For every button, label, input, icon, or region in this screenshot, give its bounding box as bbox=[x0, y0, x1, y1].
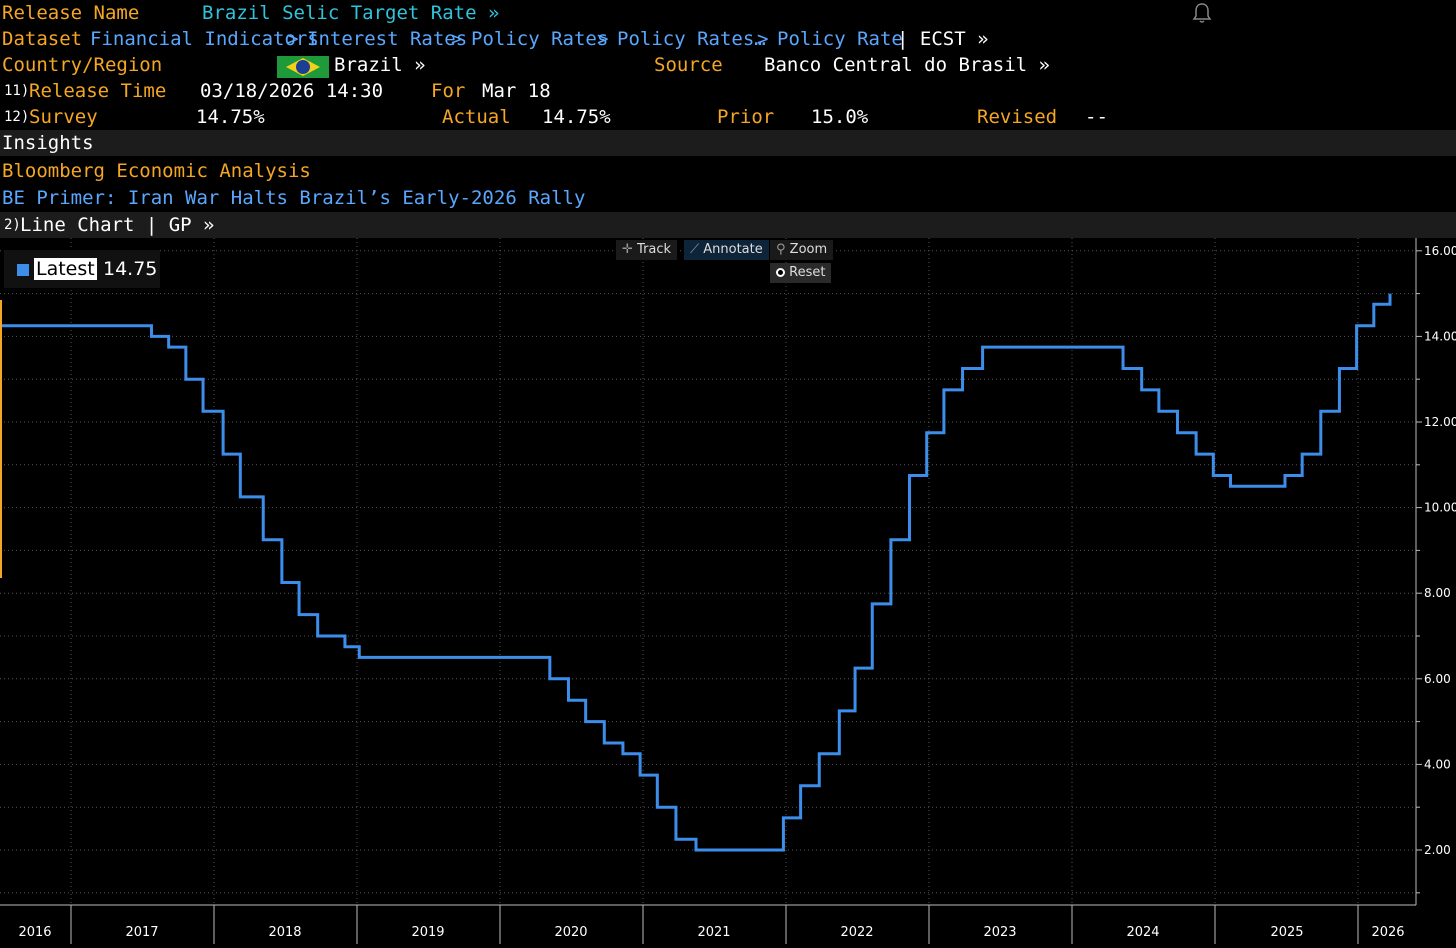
x-tick-label: 2022 bbox=[840, 925, 873, 940]
legend-value: 14.75 bbox=[103, 258, 158, 280]
actual-label: Actual bbox=[442, 106, 511, 128]
breadcrumb-sep: > bbox=[451, 28, 463, 50]
prior-value: 15.0% bbox=[811, 106, 869, 128]
breadcrumb-sep: > bbox=[757, 28, 769, 50]
y-tick-label: 14.00 bbox=[1424, 329, 1456, 343]
series-line-latest bbox=[1, 293, 1392, 852]
x-tick-label: 2023 bbox=[983, 925, 1016, 940]
insights-section-header: Insights bbox=[0, 130, 1456, 156]
x-tick-label: 2020 bbox=[554, 925, 587, 940]
track-icon: ✛ bbox=[622, 242, 633, 257]
actual-value: 14.75% bbox=[542, 106, 611, 128]
breadcrumb-interest-rates[interactable]: Interest Rates bbox=[307, 28, 468, 50]
release-time-number: 11) bbox=[4, 83, 30, 99]
brazil-flag-icon bbox=[277, 56, 329, 78]
survey-value: 14.75% bbox=[196, 106, 265, 128]
breadcrumb-policy-rates[interactable]: Policy Rates bbox=[471, 28, 609, 50]
legend[interactable]: Latest 14.75 bbox=[4, 250, 160, 288]
zoom-icon: ⚲ bbox=[776, 242, 786, 257]
release-name-label: Release Name bbox=[2, 2, 140, 24]
for-value: Mar 18 bbox=[482, 80, 551, 102]
reset-label: Reset bbox=[789, 265, 826, 280]
breadcrumb-policy-rates-more[interactable]: Policy Rates… bbox=[617, 28, 766, 50]
legend-swatch bbox=[17, 264, 29, 276]
track-label: Track bbox=[637, 242, 672, 257]
prior-label: Prior bbox=[717, 106, 775, 128]
x-tick-label: 2024 bbox=[1126, 925, 1159, 940]
x-tick-label: 2019 bbox=[411, 925, 444, 940]
line-chart[interactable]: 2.00 4.00 6.00 8.00 10.00 12.00 14.00 16.00 2016… bbox=[0, 238, 1456, 944]
annotate-button[interactable]: ⟋ Annotate bbox=[684, 240, 769, 260]
survey-label[interactable]: Survey bbox=[29, 106, 98, 128]
track-button[interactable]: ✛ Track bbox=[616, 240, 678, 260]
chart-area[interactable]: 2.00 4.00 6.00 8.00 10.00 12.00 14.00 16.00 2016… bbox=[0, 238, 1456, 944]
dataset-label: Dataset bbox=[2, 28, 83, 50]
insights-title: Insights bbox=[2, 132, 94, 154]
survey-number: 12) bbox=[4, 109, 30, 125]
zoom-button[interactable]: ⚲ Zoom bbox=[770, 240, 834, 260]
breadcrumb-sep: > bbox=[597, 28, 609, 50]
chart-section-header: 2) Line Chart | GP » bbox=[0, 212, 1456, 238]
y-tick-label: 6.00 bbox=[1424, 672, 1451, 686]
annotate-label: Annotate bbox=[703, 242, 763, 257]
y-tick-label: 16.00 bbox=[1424, 244, 1456, 258]
bloomberg-analysis-link[interactable]: Bloomberg Economic Analysis bbox=[2, 160, 311, 182]
x-tick-label: 2017 bbox=[125, 925, 158, 940]
reset-button[interactable]: Reset bbox=[770, 263, 832, 283]
orange-marker-bar bbox=[0, 300, 2, 578]
revised-label: Revised bbox=[977, 106, 1058, 128]
reset-icon bbox=[776, 268, 785, 277]
y-tick-label: 8.00 bbox=[1424, 586, 1451, 600]
x-tick-label: 2021 bbox=[697, 925, 730, 940]
x-tick-label: 2018 bbox=[268, 925, 301, 940]
legend-label[interactable]: Latest bbox=[34, 258, 97, 280]
y-tick-label: 12.00 bbox=[1424, 415, 1456, 429]
x-tick-label: 2025 bbox=[1270, 925, 1303, 940]
release-name-link[interactable]: Brazil Selic Target Rate » bbox=[202, 2, 500, 24]
article-link[interactable]: BE Primer: Iran War Halts Brazil’s Early… bbox=[2, 187, 586, 209]
revised-value: -- bbox=[1085, 106, 1108, 128]
country-label: Country/Region bbox=[2, 54, 163, 76]
breadcrumb-policy-rate[interactable]: Policy Rate bbox=[777, 28, 903, 50]
source-link[interactable]: Banco Central do Brasil » bbox=[764, 54, 1050, 76]
y-tick-label: 4.00 bbox=[1424, 757, 1451, 771]
for-label: For bbox=[431, 80, 466, 102]
bell-icon[interactable] bbox=[1192, 2, 1212, 24]
release-time-label[interactable]: Release Time bbox=[29, 80, 167, 102]
dataset-suffix[interactable]: | ECST » bbox=[897, 28, 989, 50]
x-tick-label: 2026 bbox=[1371, 925, 1404, 940]
x-tick-label: 2016 bbox=[18, 925, 51, 940]
chart-header-number: 2) bbox=[4, 217, 21, 233]
y-tick-label: 10.00 bbox=[1424, 501, 1456, 515]
chart-type-link[interactable]: Line Chart | GP » bbox=[20, 214, 215, 236]
breadcrumb-financial-indicators[interactable]: Financial Indicators bbox=[90, 28, 319, 50]
zoom-label: Zoom bbox=[789, 242, 828, 257]
annotate-icon: ⟋ bbox=[690, 242, 700, 257]
source-label: Source bbox=[654, 54, 723, 76]
breadcrumb-sep: > bbox=[287, 28, 299, 50]
y-tick-label: 2.00 bbox=[1424, 843, 1451, 857]
release-time-value: 03/18/2026 14:30 bbox=[200, 80, 384, 102]
country-link[interactable]: Brazil » bbox=[334, 54, 426, 76]
